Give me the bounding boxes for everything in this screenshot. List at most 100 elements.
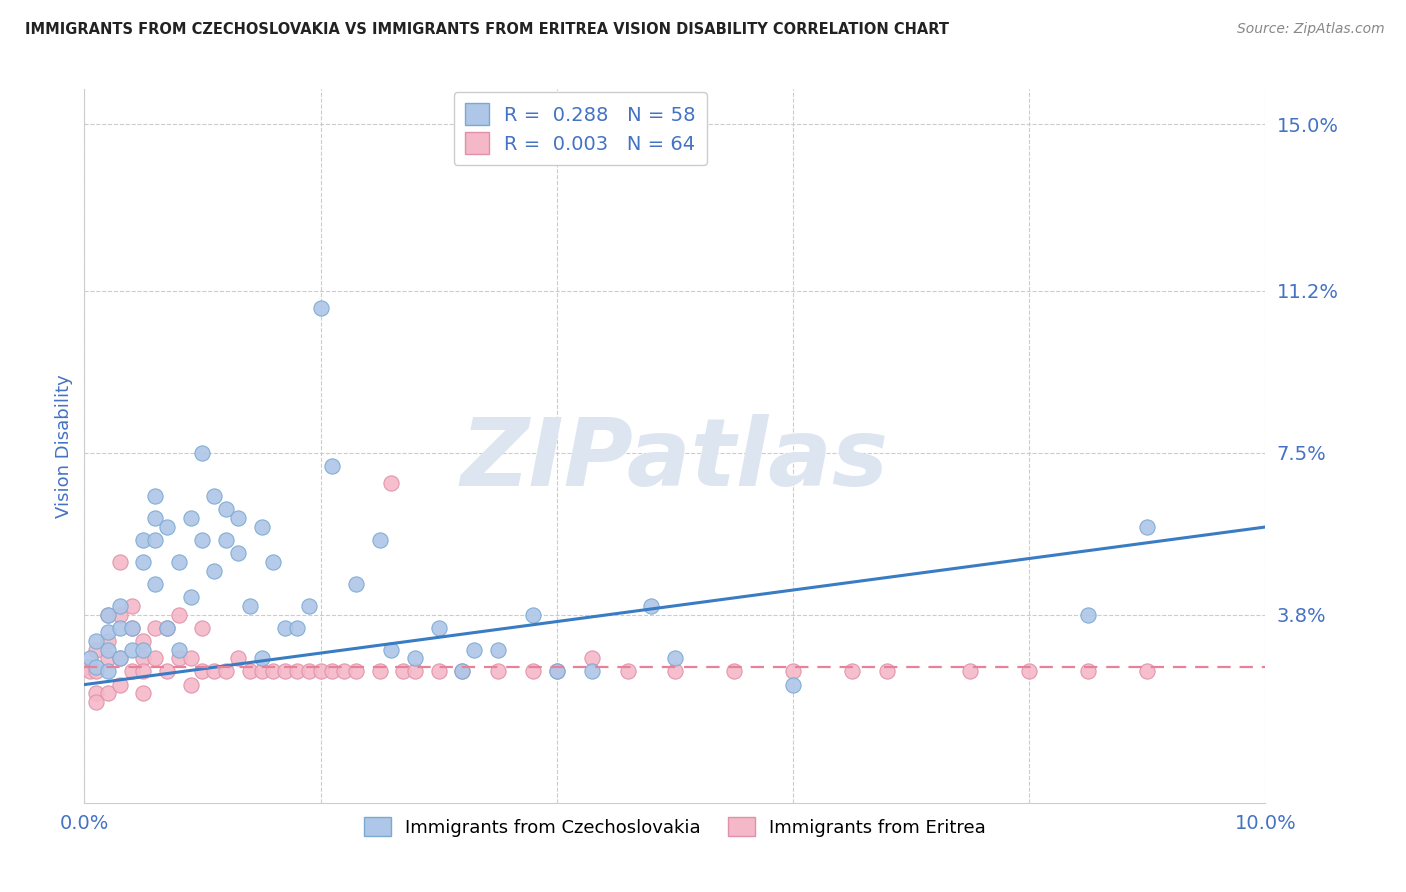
Point <box>108 651 131 665</box>
Point <box>191 445 214 459</box>
Point <box>1077 607 1099 622</box>
Point <box>368 665 391 679</box>
Legend: Immigrants from Czechoslovakia, Immigrants from Eritrea: Immigrants from Czechoslovakia, Immigran… <box>356 810 994 844</box>
Text: ZIPatlas: ZIPatlas <box>461 414 889 507</box>
Point <box>79 651 101 665</box>
Point <box>581 665 603 679</box>
Point <box>262 665 284 679</box>
Y-axis label: Vision Disability: Vision Disability <box>55 374 73 518</box>
Point <box>427 621 450 635</box>
Point <box>782 665 804 679</box>
Point <box>451 665 474 679</box>
Point <box>344 577 367 591</box>
Point <box>167 642 190 657</box>
Point <box>77 660 100 674</box>
Point <box>262 555 284 569</box>
Point <box>664 665 686 679</box>
Point <box>250 520 273 534</box>
Point <box>321 665 343 679</box>
Point <box>143 651 166 665</box>
Point <box>121 621 143 635</box>
Point <box>97 642 120 657</box>
Point <box>640 599 662 613</box>
Point <box>841 665 863 679</box>
Point <box>202 665 225 679</box>
Point <box>121 599 143 613</box>
Point <box>132 642 155 657</box>
Point <box>404 651 426 665</box>
Point <box>202 564 225 578</box>
Point <box>333 665 356 679</box>
Point <box>309 665 332 679</box>
Point <box>84 686 107 700</box>
Point <box>97 665 120 679</box>
Point <box>191 665 214 679</box>
Point <box>97 651 120 665</box>
Point <box>380 642 402 657</box>
Point <box>167 651 190 665</box>
Point <box>202 489 225 503</box>
Point <box>156 665 179 679</box>
Point <box>463 642 485 657</box>
Point <box>1136 665 1159 679</box>
Text: Source: ZipAtlas.com: Source: ZipAtlas.com <box>1237 22 1385 37</box>
Point <box>321 458 343 473</box>
Point <box>215 533 238 548</box>
Point <box>84 633 107 648</box>
Point <box>285 621 308 635</box>
Point <box>84 695 107 709</box>
Point <box>404 665 426 679</box>
Point <box>79 665 101 679</box>
Point <box>250 665 273 679</box>
Point <box>84 665 107 679</box>
Point <box>522 665 544 679</box>
Point <box>121 642 143 657</box>
Point <box>664 651 686 665</box>
Point <box>486 642 509 657</box>
Point <box>132 555 155 569</box>
Point <box>1077 665 1099 679</box>
Point <box>298 665 321 679</box>
Point <box>451 665 474 679</box>
Point <box>959 665 981 679</box>
Point <box>156 621 179 635</box>
Point <box>108 651 131 665</box>
Point <box>97 607 120 622</box>
Point <box>1018 665 1040 679</box>
Point <box>546 665 568 679</box>
Point <box>215 665 238 679</box>
Point <box>226 546 249 560</box>
Point <box>132 665 155 679</box>
Point <box>84 660 107 674</box>
Point <box>215 502 238 516</box>
Point <box>108 607 131 622</box>
Point <box>239 599 262 613</box>
Point <box>97 686 120 700</box>
Point <box>132 633 155 648</box>
Point <box>285 665 308 679</box>
Point <box>121 665 143 679</box>
Point <box>344 665 367 679</box>
Point <box>616 665 638 679</box>
Point <box>97 625 120 640</box>
Point <box>108 599 131 613</box>
Point <box>180 511 202 525</box>
Point <box>156 621 179 635</box>
Point <box>132 651 155 665</box>
Point <box>191 533 214 548</box>
Point <box>191 621 214 635</box>
Point <box>226 511 249 525</box>
Point <box>143 511 166 525</box>
Point <box>368 533 391 548</box>
Point <box>156 520 179 534</box>
Point <box>876 665 898 679</box>
Point <box>180 590 202 604</box>
Point <box>108 555 131 569</box>
Point <box>167 555 190 569</box>
Point <box>180 677 202 691</box>
Point <box>274 665 297 679</box>
Point <box>84 642 107 657</box>
Point <box>298 599 321 613</box>
Point <box>167 607 190 622</box>
Point <box>581 651 603 665</box>
